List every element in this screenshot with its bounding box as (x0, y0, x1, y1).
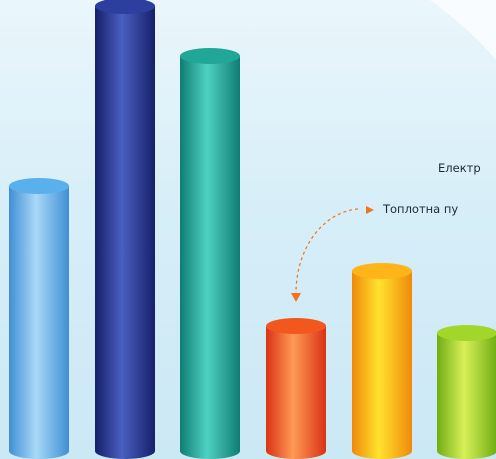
cylinder-top-2 (95, 0, 155, 14)
cylinder-top-3 (180, 48, 240, 64)
background-swoosh (430, 0, 496, 60)
cylinder-bar-4 (266, 326, 326, 459)
annotation-elektr: Електр (438, 161, 481, 175)
bars-group (9, 0, 496, 459)
cylinder-bar-3 (180, 56, 240, 459)
annotation-group: Електр Топлотна пу (291, 161, 481, 302)
cylinder-bar-2 (95, 6, 155, 459)
cylinder-top-5 (352, 263, 412, 279)
annotation-arrow-icon (366, 206, 374, 214)
annotation-toplotna: Топлотна пу (382, 202, 458, 216)
cylinder-bar-1 (9, 186, 69, 459)
annotation-connector (295, 208, 359, 297)
cylinder-top-4 (266, 318, 326, 334)
cylinder-top-6 (437, 325, 496, 341)
annotation-pointer-icon (291, 293, 301, 302)
cylinder-bar-5 (352, 271, 412, 459)
cylinder-bar-6 (437, 333, 496, 459)
cylinder-top-1 (9, 178, 69, 194)
